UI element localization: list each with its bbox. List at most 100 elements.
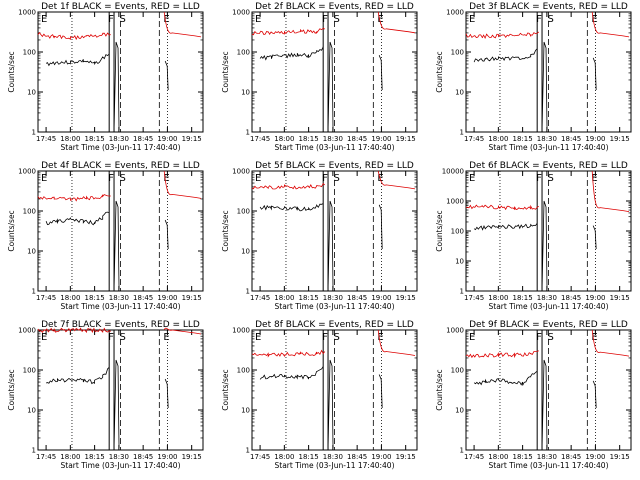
series-events bbox=[473, 222, 538, 231]
y-axis-label: Counts/sec bbox=[221, 51, 230, 92]
x-tick-label: 18:30 bbox=[537, 453, 557, 461]
lld-recovery bbox=[377, 329, 416, 356]
x-tick-label: 18:45 bbox=[133, 294, 153, 302]
y-tick-label: 10 bbox=[241, 248, 250, 256]
marker-letter: E bbox=[591, 14, 597, 25]
events-recovery bbox=[592, 380, 597, 409]
series-lld bbox=[251, 27, 325, 36]
x-tick-label: 18:15 bbox=[513, 135, 533, 143]
series-lld bbox=[37, 31, 111, 41]
x-tick-label: 18:15 bbox=[85, 453, 105, 461]
x-tick-label: 19:15 bbox=[396, 453, 416, 461]
y-tick-label: 10 bbox=[455, 258, 464, 266]
events-recovery bbox=[164, 378, 169, 409]
x-tick-label: 17:45 bbox=[250, 294, 270, 302]
y-tick-label: 100 bbox=[451, 367, 464, 375]
y-tick-label: 100 bbox=[237, 367, 250, 375]
marker-letter: S bbox=[334, 173, 340, 184]
y-tick-label: 10 bbox=[27, 407, 36, 415]
events-dropout bbox=[327, 359, 334, 449]
y-tick-label: 100 bbox=[237, 208, 250, 216]
marker-letter: E bbox=[591, 173, 597, 184]
y-tick-label: 100 bbox=[23, 208, 36, 216]
x-tick-label: 18:15 bbox=[513, 294, 533, 302]
marker-letter: E bbox=[255, 14, 261, 25]
x-tick-label: 19:15 bbox=[610, 453, 630, 461]
panel-det-2: Det 2f BLACK = Events, RED = LLD 1 10 100 10… bbox=[221, 2, 418, 152]
marker-letter: S bbox=[334, 14, 340, 25]
x-tick-label: 18:45 bbox=[347, 453, 367, 461]
x-tick-label: 18:45 bbox=[561, 135, 581, 143]
x-tick-label: 17:45 bbox=[36, 294, 56, 302]
x-tick-label: 18:30 bbox=[537, 135, 557, 143]
events-dropout bbox=[113, 359, 120, 449]
y-tick-label: 1000 bbox=[232, 9, 250, 17]
x-tick-label: 19:15 bbox=[396, 135, 416, 143]
x-tick-label: 18:00 bbox=[60, 294, 80, 302]
marker-letter: E bbox=[469, 173, 475, 184]
chart-title: Det 7f BLACK = Events, RED = LLD bbox=[41, 320, 200, 330]
x-tick-label: 19:00 bbox=[371, 294, 391, 302]
marker-letter: E bbox=[255, 173, 261, 184]
x-axis-label: Start Time (03-Jun-11 17:40:40) bbox=[489, 461, 609, 470]
x-tick-label: 18:30 bbox=[109, 294, 129, 302]
series-lld bbox=[251, 182, 326, 190]
y-tick-label: 1 bbox=[32, 447, 36, 455]
x-tick-label: 18:30 bbox=[323, 135, 343, 143]
events-recovery bbox=[592, 57, 597, 91]
x-axis-label: Start Time (03-Jun-11 17:40:40) bbox=[489, 302, 609, 311]
events-dropout bbox=[113, 200, 120, 290]
x-tick-label: 18:45 bbox=[561, 453, 581, 461]
x-tick-label: 18:00 bbox=[60, 453, 80, 461]
events-dropout bbox=[113, 41, 120, 131]
series-lld bbox=[37, 327, 111, 334]
lld-recovery bbox=[377, 170, 416, 190]
marker-letter: S bbox=[548, 173, 554, 184]
panel-det-5: Det 5f BLACK = Events, RED = LLD 1 10 100 10… bbox=[221, 161, 418, 311]
marker-letter: F bbox=[108, 14, 114, 25]
y-axis-label: Counts/sec bbox=[7, 51, 16, 92]
marker-letter: F bbox=[322, 173, 328, 184]
x-tick-label: 19:15 bbox=[610, 294, 630, 302]
panel-det-9: Det 9f BLACK = Events, RED = LLD 1 10 100 10… bbox=[435, 320, 632, 470]
panel-det-4: Det 4f BLACK = Events, RED = LLD 1 10 100 10… bbox=[7, 161, 204, 311]
lld-recovery bbox=[591, 329, 630, 357]
marker-letter: F bbox=[536, 332, 542, 343]
series-events bbox=[259, 203, 324, 212]
marker-letter: F bbox=[108, 332, 114, 343]
marker-letter: E bbox=[591, 332, 597, 343]
y-tick-label: 1 bbox=[460, 447, 464, 455]
y-tick-label: 1 bbox=[246, 447, 250, 455]
chart-title: Det 2f BLACK = Events, RED = LLD bbox=[255, 2, 414, 12]
x-tick-label: 17:45 bbox=[464, 453, 484, 461]
x-axis-label: Start Time (03-Jun-11 17:40:40) bbox=[275, 461, 395, 470]
series-events bbox=[259, 46, 324, 61]
y-tick-label: 10 bbox=[455, 89, 464, 97]
x-tick-label: 17:45 bbox=[464, 135, 484, 143]
marker-letter: F bbox=[108, 173, 114, 184]
x-tick-label: 19:15 bbox=[182, 453, 202, 461]
marker-letter: F bbox=[322, 14, 328, 25]
x-tick-label: 18:45 bbox=[133, 453, 153, 461]
marker-letter: F bbox=[536, 14, 542, 25]
lld-recovery bbox=[377, 11, 416, 34]
x-tick-label: 19:00 bbox=[157, 453, 177, 461]
events-recovery bbox=[164, 60, 169, 91]
y-tick-label: 100 bbox=[23, 367, 36, 375]
marker-letter: S bbox=[548, 14, 554, 25]
x-tick-label: 17:45 bbox=[36, 453, 56, 461]
x-tick-label: 19:15 bbox=[182, 135, 202, 143]
y-axis-label: Counts/sec bbox=[7, 369, 16, 410]
x-tick-label: 18:00 bbox=[274, 294, 294, 302]
x-tick-label: 18:30 bbox=[537, 294, 557, 302]
lld-recovery bbox=[591, 170, 630, 213]
y-axis-label: Counts/sec bbox=[221, 369, 230, 410]
series-lld bbox=[465, 31, 540, 39]
x-tick-label: 19:00 bbox=[585, 135, 605, 143]
y-tick-label: 10 bbox=[27, 248, 36, 256]
chart-title: Det 5f BLACK = Events, RED = LLD bbox=[255, 161, 414, 171]
x-tick-label: 18:15 bbox=[299, 135, 319, 143]
x-tick-label: 19:00 bbox=[371, 453, 391, 461]
y-axis-label: Counts/sec bbox=[435, 210, 444, 251]
x-tick-label: 18:45 bbox=[347, 135, 367, 143]
